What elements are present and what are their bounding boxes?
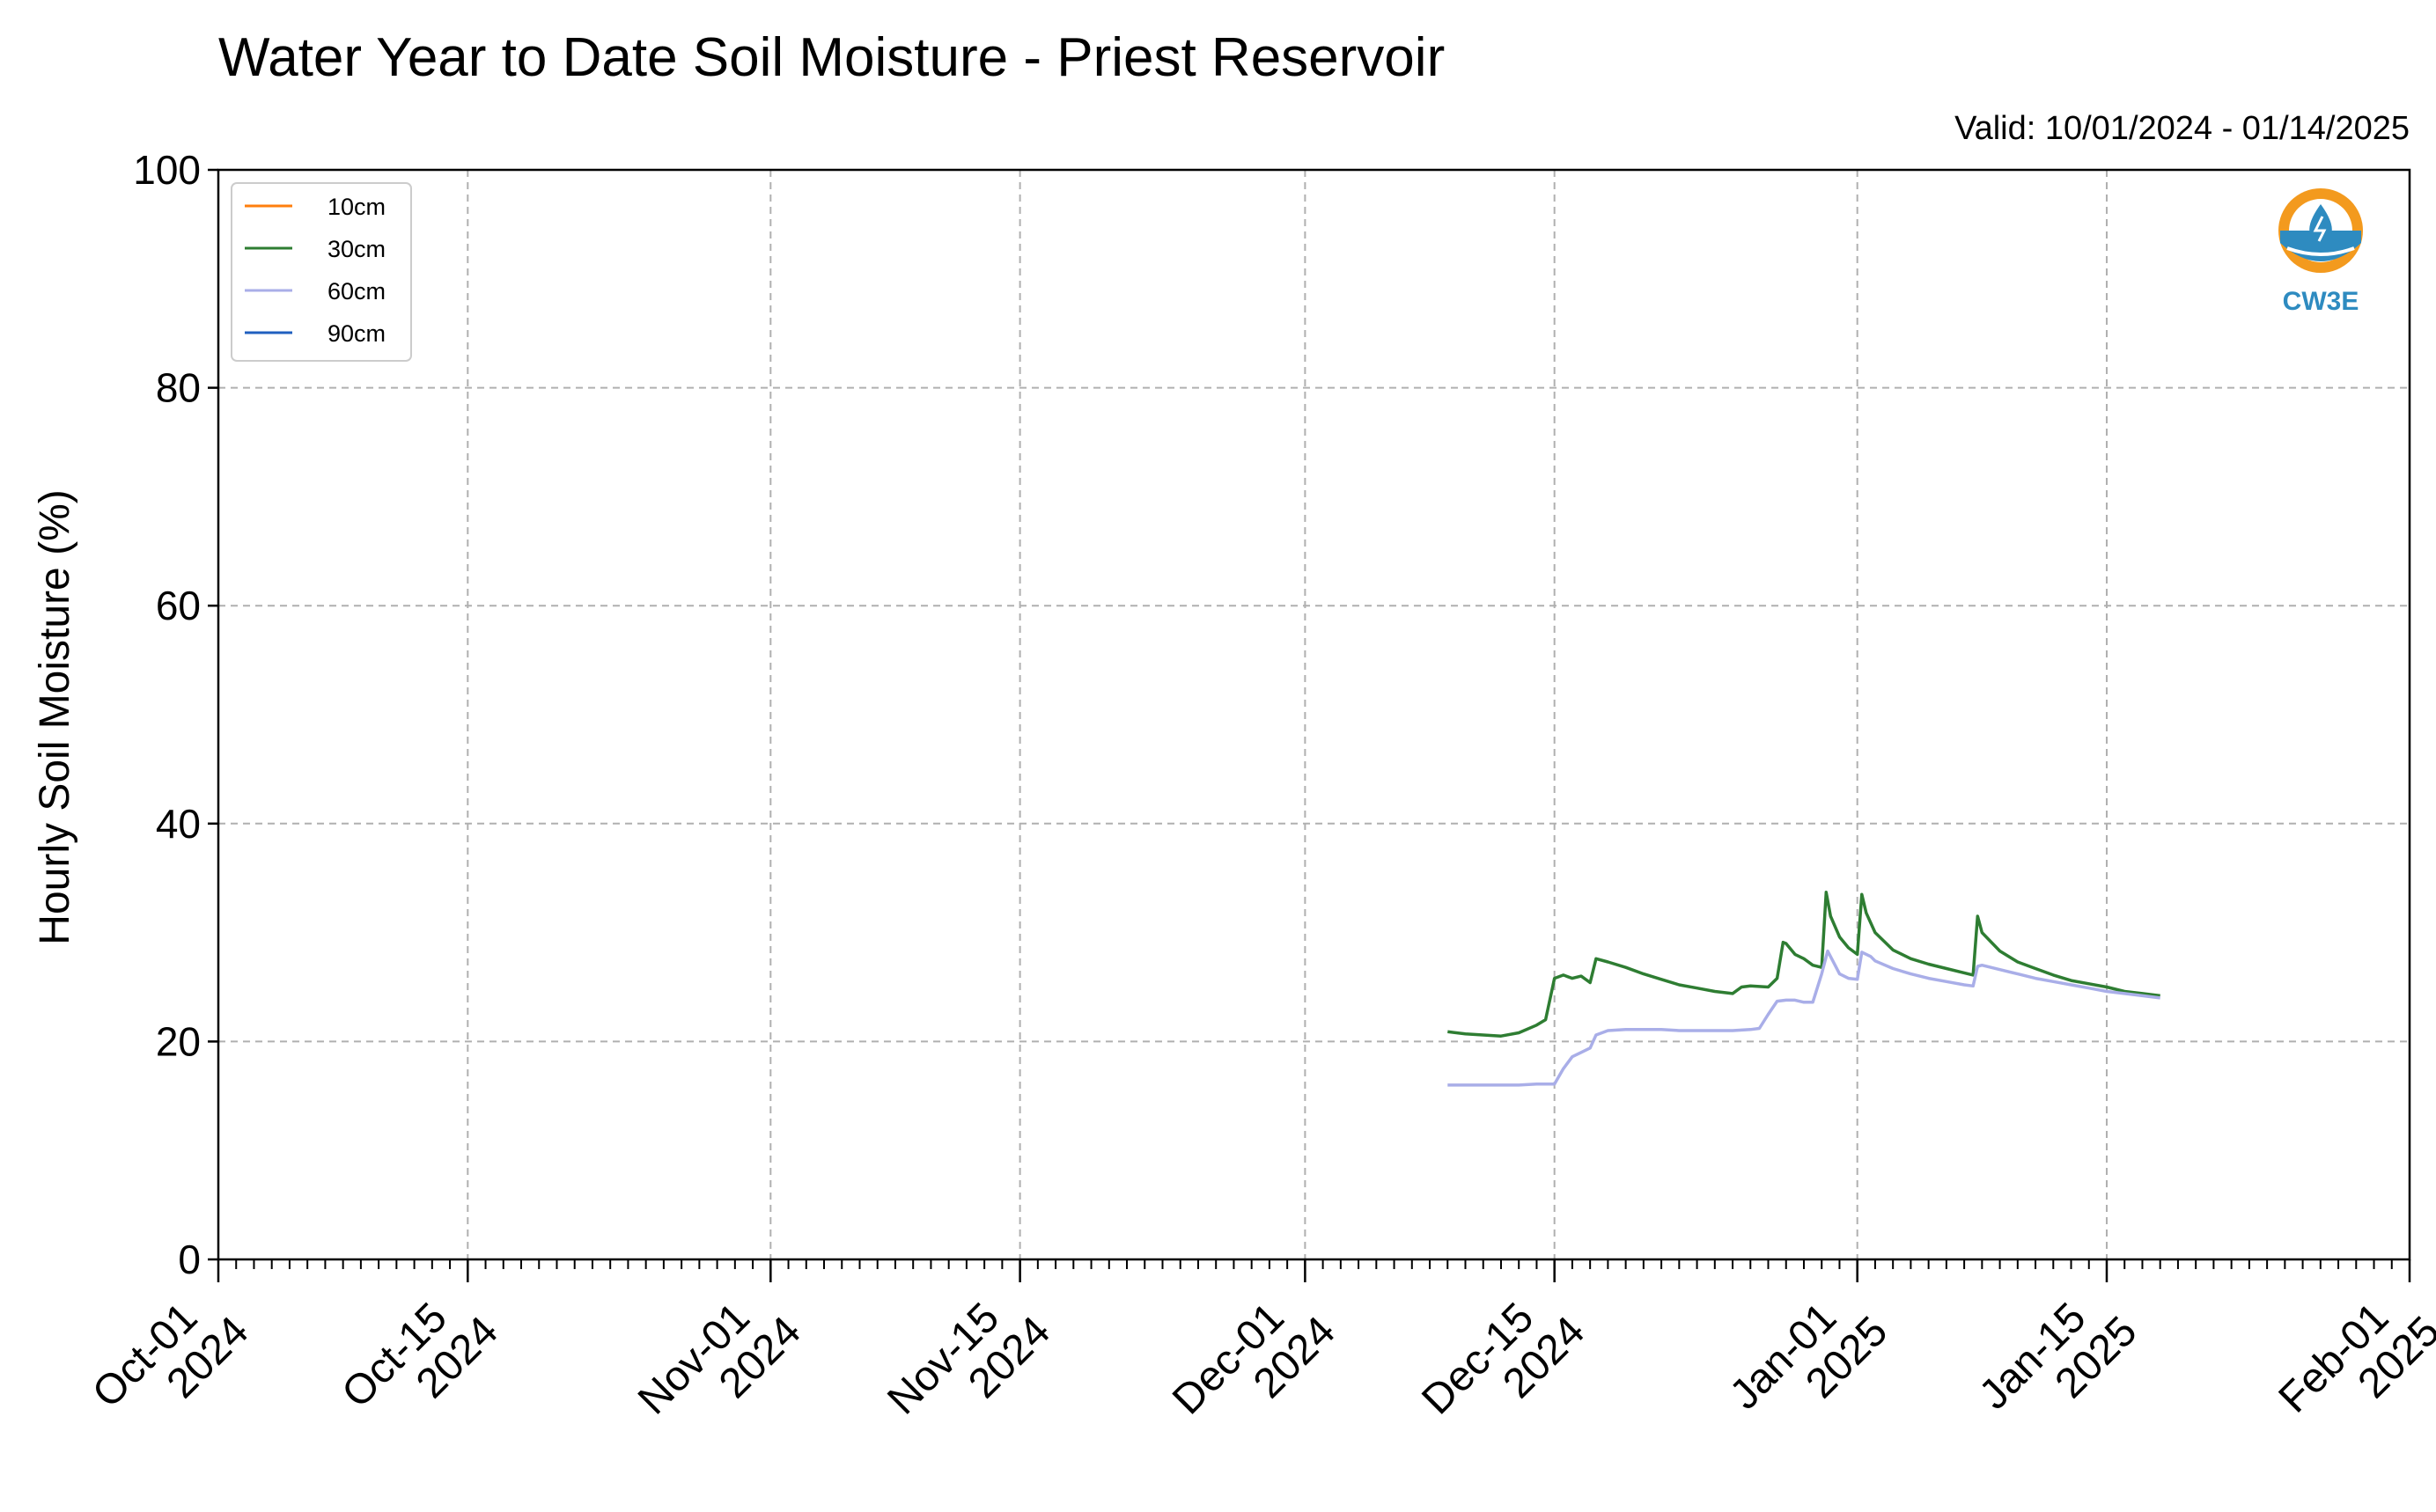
legend: 10cm 30cm 60cm 90cm <box>231 182 412 362</box>
y-tick-label: 80 <box>156 365 201 411</box>
series-line-30cm <box>1447 891 2160 1038</box>
y-tick-label: 60 <box>156 583 201 628</box>
legend-label-60cm: 60cm <box>327 278 386 305</box>
y-tick-label: 20 <box>156 1018 201 1064</box>
lightning-icon <box>2313 216 2327 242</box>
y-tick-labels: 0 20 40 60 80 100 <box>133 147 201 1282</box>
logo-wave-icon <box>2286 246 2355 256</box>
legend-items: 10cm 30cm 60cm 90cm <box>245 194 386 347</box>
y-axis-label: Hourly Soil Moisture (%) <box>32 489 78 944</box>
y-tick-label: 0 <box>178 1237 201 1282</box>
grid-layer <box>218 170 2410 1259</box>
logo-text: CW3E <box>2283 287 2359 316</box>
y-tick-label: 40 <box>156 801 201 847</box>
legend-label-30cm: 30cm <box>327 236 386 262</box>
legend-label-10cm: 10cm <box>327 194 386 220</box>
axis-layer <box>208 168 2411 1282</box>
plot-frame <box>217 168 2411 1261</box>
valid-date-range: Valid: 10/01/2024 - 01/14/2025 <box>1954 110 2410 147</box>
legend-frame <box>231 182 412 362</box>
series-line-60cm <box>1447 949 2160 1087</box>
chart-title: Water Year to Date Soil Moisture - Pries… <box>218 27 1445 88</box>
series-layer <box>1447 891 2160 1087</box>
cw3e-logo: CW3E <box>2278 188 2363 316</box>
legend-label-90cm: 90cm <box>327 320 386 347</box>
y-tick-label: 100 <box>133 147 201 193</box>
